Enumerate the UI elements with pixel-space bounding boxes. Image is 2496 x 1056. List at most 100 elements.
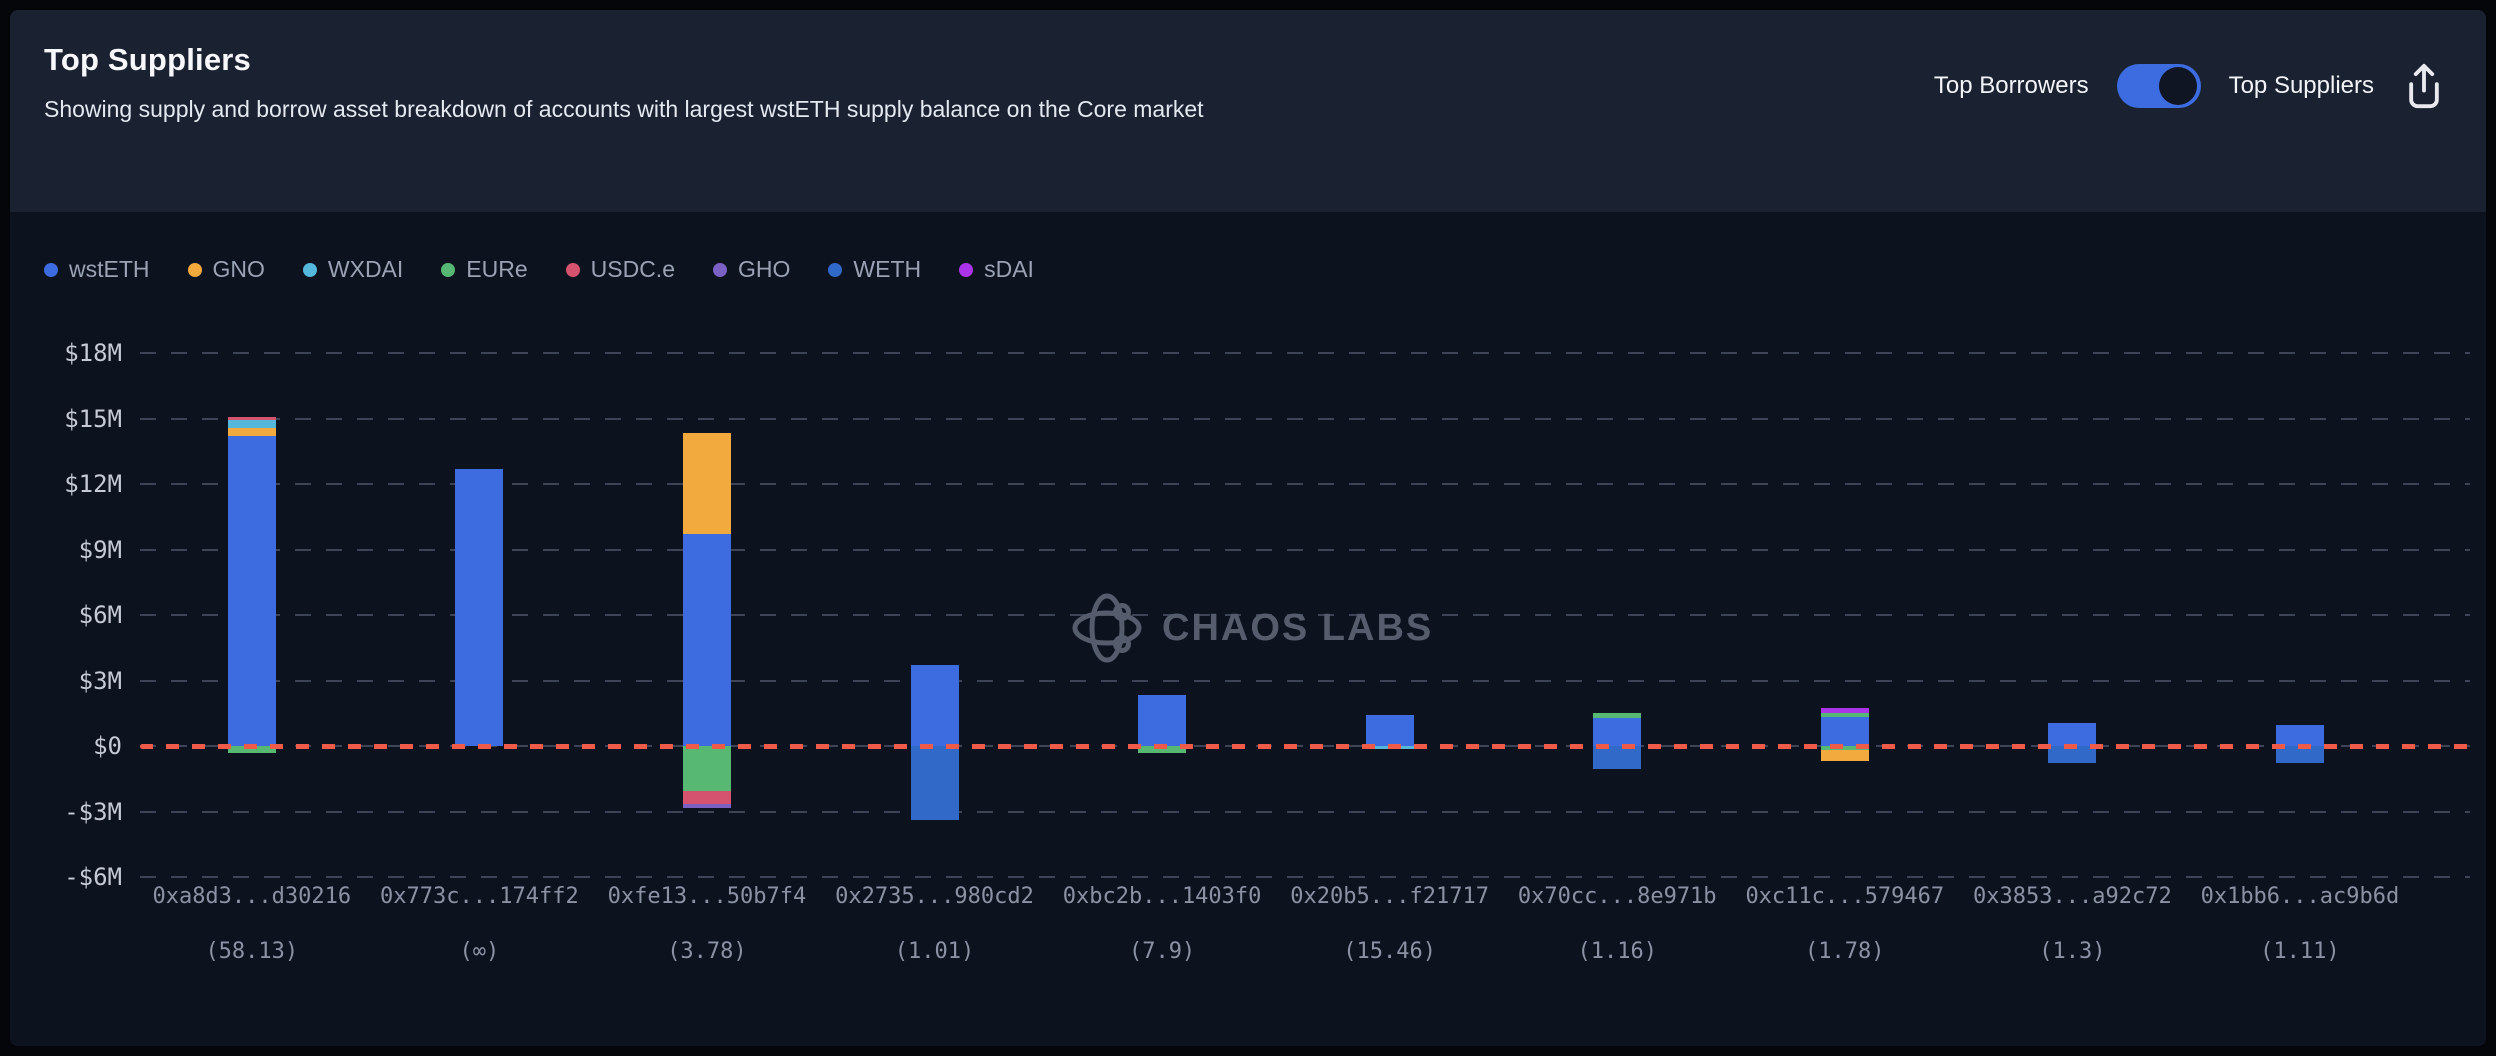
legend-label: EURe (466, 256, 528, 282)
bar-segment-supply-WXDAI[interactable] (227, 419, 276, 429)
chart-area: wstETH GNO WXDAI EURe USDC.e GHO WETH sDAI CHAO… (10, 212, 2486, 1046)
account-address: 0x1bb6...ac9b6d (2200, 884, 2400, 909)
x-axis-account-label: 0xfe13...50b7f4 (3.78) (608, 884, 807, 964)
gridline (140, 483, 2470, 485)
legend-item-GHO[interactable]: GHO (713, 256, 790, 283)
bar-segment-supply-USDC.e[interactable] (227, 416, 276, 420)
bar-segment-borrow-GHO[interactable] (682, 803, 731, 809)
legend-label: USDC.e (590, 256, 675, 282)
borrowers-suppliers-toggle[interactable] (2116, 64, 2201, 108)
gridline (140, 679, 2470, 682)
y-axis-tick-label: $9M (78, 535, 122, 564)
bar-segment-supply-EURe[interactable] (1593, 713, 1642, 718)
bar-segment-borrow-EURe[interactable] (682, 746, 731, 791)
legend-dot-icon (187, 262, 202, 277)
bar-segment-supply-wstETH[interactable] (2048, 723, 2097, 746)
x-axis-account-label: 0x773c...174ff2 (∞) (380, 884, 579, 964)
legend-item-wstETH[interactable]: wstETH (44, 256, 150, 283)
account-address: 0x70cc...8e971b (1517, 884, 1717, 909)
share-button[interactable] (2402, 60, 2448, 112)
page-subtitle: Showing supply and borrow asset breakdow… (44, 96, 1204, 122)
bar-segment-borrow-WETH[interactable] (2048, 746, 2097, 764)
legend-dot-icon (441, 262, 456, 277)
legend-dot-icon (828, 262, 843, 277)
account-health-factor: (1.01) (894, 939, 975, 964)
chart-legend: wstETH GNO WXDAI EURe USDC.e GHO WETH sDAI (44, 256, 1034, 283)
x-axis-account-label: 0x1bb6...ac9b6d (1.11) (2201, 884, 2400, 964)
legend-dot-icon (44, 262, 58, 277)
account-health-factor: (1.3) (2039, 939, 2106, 964)
toggle-knob (2158, 67, 2197, 105)
x-axis-account-label: 0xa8d3...d30216 (58.13) (152, 884, 351, 964)
card-header: Top Suppliers Showing supply and borrow … (10, 10, 2486, 212)
x-axis-account-label: 0xbc2b...1403f0 (7.9) (1063, 884, 1262, 964)
account-address: 0x773c...174ff2 (380, 884, 579, 909)
legend-item-EURe[interactable]: EURe (441, 256, 528, 283)
y-axis-tick-label: $3M (78, 666, 122, 695)
bar-segment-supply-wstETH[interactable] (910, 665, 959, 746)
y-axis-tick-label: -$3M (64, 797, 122, 826)
legend-item-WXDAI[interactable]: WXDAI (302, 256, 404, 283)
account-health-factor: (7.9) (1128, 939, 1196, 964)
bar-segment-borrow-EURe[interactable] (1138, 746, 1187, 753)
bar-segment-borrow-WETH[interactable] (2275, 746, 2324, 764)
legend-item-sDAI[interactable]: sDAI (959, 256, 1034, 283)
y-axis-tick-label: $6M (78, 601, 122, 629)
legend-label: GNO (212, 256, 265, 282)
gridline (140, 614, 2470, 616)
bar-segment-supply-wstETH[interactable] (1820, 716, 1869, 746)
y-axis-tick-label: $18M (64, 339, 122, 367)
bar-segment-supply-wstETH[interactable] (227, 435, 276, 746)
bar-segment-borrow-USDC.e[interactable] (682, 790, 731, 804)
bar-segment-supply-GNO[interactable] (682, 432, 731, 535)
legend-label: sDAI (984, 256, 1034, 282)
account-address: 0x20b5...f21717 (1290, 884, 1489, 909)
bar-segment-supply-sDAI[interactable] (1820, 707, 1869, 713)
bar-segment-supply-wstETH[interactable] (1138, 694, 1187, 746)
top-suppliers-card: Top Suppliers Showing supply and borrow … (10, 10, 2486, 1046)
account-address: 0xfe13...50b7f4 (607, 884, 807, 909)
legend-item-GNO[interactable]: GNO (187, 256, 265, 283)
bar-segment-supply-EURe[interactable] (1820, 712, 1869, 717)
toggle-left-label: Top Borrowers (1933, 72, 2089, 99)
account-address: 0xa8d3...d30216 (152, 884, 352, 909)
bar-segment-supply-wstETH[interactable] (455, 468, 504, 746)
x-axis-account-label: 0x70cc...8e971b (1.16) (1518, 884, 1717, 964)
x-axis-account-label: 0x2735...980cd2 (1.01) (835, 884, 1034, 964)
watermark-text: CHAOS LABS (1162, 606, 1434, 649)
share-export-icon (2409, 63, 2439, 109)
bar-segment-supply-wstETH[interactable] (1365, 715, 1414, 746)
account-health-factor: (3.78) (667, 939, 747, 964)
legend-item-WETH[interactable]: WETH (828, 256, 921, 283)
legend-label: WXDAI (327, 256, 404, 282)
bar-segment-borrow-WETH[interactable] (1593, 746, 1642, 769)
bar-segment-borrow-WETH[interactable] (910, 746, 959, 821)
bar-segment-supply-wstETH[interactable] (1593, 717, 1642, 746)
y-axis-tick-label: $0 (93, 732, 122, 760)
bar-segment-supply-wstETH[interactable] (682, 534, 731, 746)
account-address: 0xc11c...579467 (1745, 884, 1945, 909)
bar-segment-borrow-GNO[interactable] (1820, 749, 1869, 761)
gridline (140, 417, 2470, 420)
header-controls: Top Borrowers Top Suppliers (1934, 62, 2448, 110)
legend-dot-icon (713, 262, 727, 277)
x-axis-account-label: 0x20b5...f21717 (15.46) (1290, 884, 1489, 964)
legend-dot-icon (565, 262, 580, 277)
account-address: 0xbc2b...1403f0 (1062, 884, 1262, 909)
legend-label: WETH (853, 256, 922, 282)
account-health-factor: (∞) (459, 939, 500, 964)
account-health-factor: (58.13) (205, 939, 299, 964)
y-axis-tick-label: -$6M (64, 863, 122, 891)
account-address: 0x3853...a92c72 (1973, 884, 2172, 909)
account-health-factor: (1.11) (2260, 939, 2340, 964)
zero-reference-line (140, 744, 2470, 749)
page-title: Top Suppliers (44, 42, 251, 77)
legend-item-USDC.e[interactable]: USDC.e (565, 256, 675, 283)
account-address: 0x2735...980cd2 (835, 884, 1034, 909)
bar-segment-supply-wstETH[interactable] (2275, 724, 2324, 746)
bar-segment-borrow-EURe[interactable] (227, 746, 276, 753)
legend-label: wstETH (69, 256, 150, 282)
gridline (140, 876, 2470, 878)
legend-label: GHO (738, 256, 791, 282)
bar-segment-supply-GNO[interactable] (227, 428, 276, 436)
